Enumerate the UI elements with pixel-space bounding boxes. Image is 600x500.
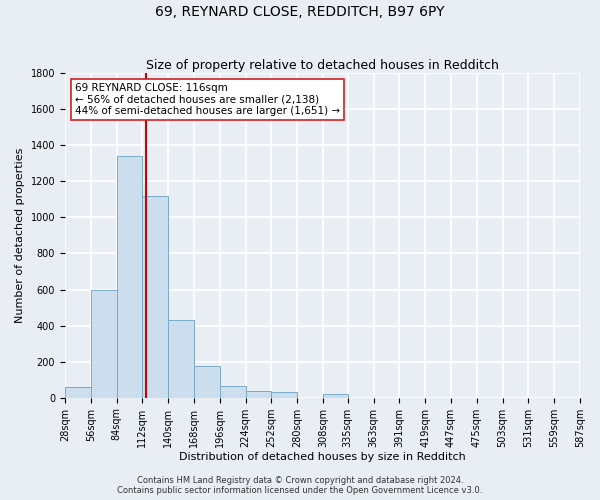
Text: 69 REYNARD CLOSE: 116sqm
← 56% of detached houses are smaller (2,138)
44% of sem: 69 REYNARD CLOSE: 116sqm ← 56% of detach… (75, 83, 340, 116)
Bar (168, 320, 194, 398)
Bar (194, 366, 220, 398)
Bar (91, 290, 116, 398)
Bar (271, 392, 297, 398)
Bar (116, 156, 142, 398)
Text: 69, REYNARD CLOSE, REDDITCH, B97 6PY: 69, REYNARD CLOSE, REDDITCH, B97 6PY (155, 5, 445, 19)
Bar (65, 387, 91, 398)
Bar (323, 394, 348, 398)
Title: Size of property relative to detached houses in Redditch: Size of property relative to detached ho… (146, 59, 499, 72)
X-axis label: Distribution of detached houses by size in Redditch: Distribution of detached houses by size … (179, 452, 466, 462)
Bar (220, 386, 245, 398)
Bar (245, 392, 271, 398)
Bar (142, 196, 168, 398)
Y-axis label: Number of detached properties: Number of detached properties (15, 148, 25, 323)
Text: Contains HM Land Registry data © Crown copyright and database right 2024.
Contai: Contains HM Land Registry data © Crown c… (118, 476, 482, 495)
